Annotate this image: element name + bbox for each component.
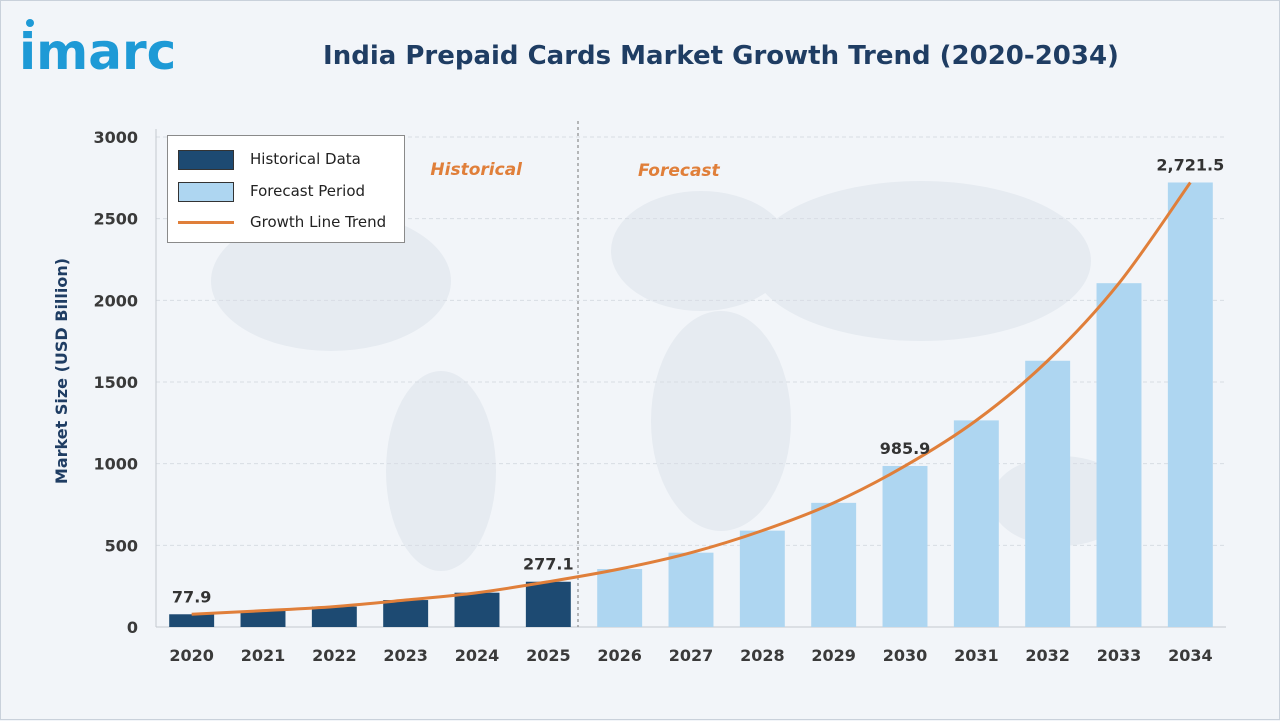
legend: Historical Data Forecast Period Growth L…	[167, 135, 405, 243]
forecast-swatch	[178, 182, 234, 202]
y-tick-label: 0	[127, 618, 138, 637]
x-tick-label-2027: 2027	[669, 646, 714, 665]
bar-2023	[383, 600, 429, 627]
bar-2020	[169, 614, 215, 627]
y-tick-label: 2000	[93, 291, 138, 310]
bar-2022	[311, 606, 357, 627]
data-label-2020: 77.9	[172, 587, 211, 606]
svg-text:imarc: imarc	[19, 23, 176, 81]
y-tick-label: 1000	[93, 455, 138, 474]
y-axis-title: Market Size (USD Billion)	[52, 258, 71, 484]
x-tick-label-2033: 2033	[1097, 646, 1142, 665]
x-tick-label-2020: 2020	[169, 646, 214, 665]
bar-2028	[739, 530, 785, 627]
bar-2029	[811, 502, 857, 627]
x-tick-label-2021: 2021	[241, 646, 286, 665]
y-tick-label: 500	[105, 536, 138, 555]
bar-2026	[597, 569, 643, 627]
y-tick-label: 1500	[93, 373, 138, 392]
x-tick-label-2034: 2034	[1168, 646, 1213, 665]
legend-label-historical: Historical Data	[250, 150, 361, 168]
forecast-region-label: Forecast	[638, 161, 721, 181]
legend-label-forecast: Forecast Period	[250, 182, 366, 200]
chart-title: India Prepaid Cards Market Growth Trend …	[323, 41, 1119, 71]
x-tick-label-2026: 2026	[597, 646, 642, 665]
bar-2030	[882, 465, 928, 627]
x-tick-label-2025: 2025	[526, 646, 571, 665]
x-tick-label-2023: 2023	[383, 646, 428, 665]
x-tick-label-2022: 2022	[312, 646, 357, 665]
bar-2027	[668, 552, 714, 627]
x-tick-label-2029: 2029	[811, 646, 856, 665]
data-label-2034: 2,721.5	[1156, 155, 1224, 174]
legend-item-trend: Growth Line Trend	[178, 211, 404, 235]
legend-item-historical: Historical Data	[178, 148, 404, 172]
trend-swatch	[178, 221, 234, 224]
y-axis-ticks: 0 500 1000 1500 2000 2500 3000	[93, 128, 138, 637]
x-tick-label-2024: 2024	[455, 646, 500, 665]
y-tick-label: 3000	[93, 128, 138, 147]
bar-2024	[454, 592, 500, 627]
x-tick-label-2031: 2031	[954, 646, 999, 665]
x-tick-label-2028: 2028	[740, 646, 785, 665]
x-axis-ticks: 2020 2021 2022 2023 2024 2025 2026 2027 2028 2029…	[169, 646, 1212, 665]
bar-2033	[1096, 283, 1142, 627]
historical-swatch	[178, 150, 234, 170]
bar-2034	[1167, 182, 1213, 627]
bar-2025	[525, 581, 571, 627]
data-labels: 77.9 277.1 985.9 2,721.5	[172, 155, 1224, 606]
bar-2031	[953, 420, 999, 627]
data-label-2025: 277.1	[523, 555, 574, 574]
growth-trend-line	[191, 181, 1192, 616]
bar-2021	[240, 610, 286, 627]
data-label-2030: 985.9	[880, 439, 931, 458]
legend-label-trend: Growth Line Trend	[250, 213, 387, 231]
imarc-logo: imarc	[19, 19, 176, 81]
x-tick-label-2030: 2030	[883, 646, 928, 665]
x-tick-label-2032: 2032	[1025, 646, 1070, 665]
legend-item-forecast: Forecast Period	[178, 180, 404, 204]
bar-2032	[1025, 360, 1071, 627]
y-tick-label: 2500	[93, 210, 138, 229]
historical-region-label: Historical	[430, 160, 523, 180]
bars	[169, 182, 1213, 627]
world-map-watermark	[211, 181, 1131, 571]
